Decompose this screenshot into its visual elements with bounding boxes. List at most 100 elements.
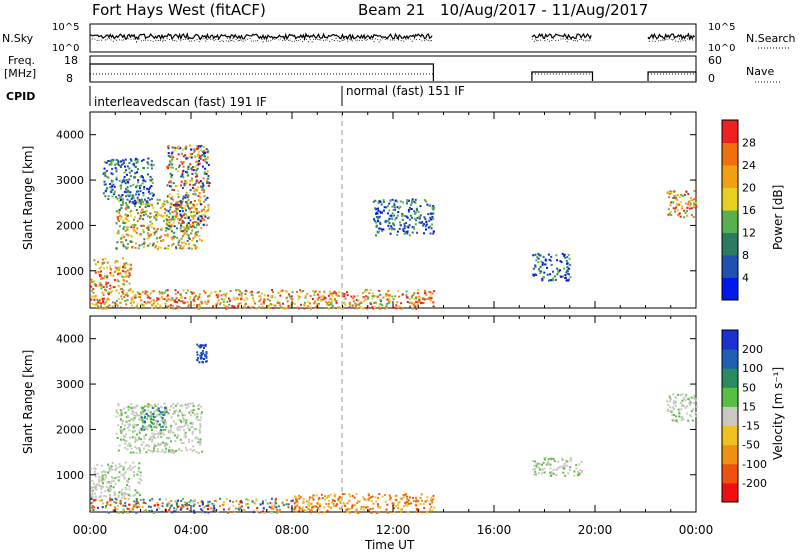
power-cell — [405, 215, 408, 218]
power-cell — [199, 201, 202, 204]
power-cell — [143, 241, 146, 244]
power-cell — [366, 297, 369, 300]
power-cell — [103, 183, 106, 186]
velocity-cell — [118, 476, 121, 478]
power-cell — [207, 207, 210, 210]
power-cell — [371, 295, 374, 298]
velocity-cell — [124, 424, 127, 427]
velocity-cell — [154, 419, 157, 422]
velocity-cell — [101, 502, 104, 505]
velocity-cell — [136, 433, 139, 436]
velocity-cell — [94, 484, 97, 487]
velocity-cell — [167, 412, 170, 415]
power-cell — [244, 293, 247, 295]
power-cell — [282, 302, 284, 305]
power-cell — [550, 255, 553, 258]
velocity-cell — [173, 412, 176, 415]
power-cell — [214, 303, 217, 306]
power-cell — [166, 233, 169, 236]
velocity-cell — [162, 441, 164, 444]
velocity-cell — [179, 425, 182, 428]
velocity-cell — [105, 485, 108, 488]
power-cell — [192, 221, 194, 224]
power-cell — [124, 273, 127, 276]
velocity-cell — [315, 494, 318, 497]
power-cell — [112, 286, 115, 289]
power-cell — [169, 220, 172, 222]
velocity-cell — [120, 411, 123, 414]
power-cell — [405, 294, 408, 297]
power-cell — [372, 200, 375, 203]
power-cell — [154, 244, 157, 247]
power-cell — [137, 201, 140, 204]
velocity-cell — [142, 441, 145, 444]
power-cell — [115, 260, 118, 263]
power-cell — [140, 198, 143, 201]
power-cell — [400, 302, 403, 305]
power-cell — [139, 216, 142, 219]
power-cell — [201, 150, 204, 153]
power-cell — [179, 218, 182, 220]
power-cell — [309, 302, 311, 305]
power-cell — [208, 294, 211, 297]
power-cell — [158, 236, 161, 239]
velocity-cell — [156, 502, 159, 504]
velocity-cell — [207, 500, 210, 503]
velocity-cell — [153, 445, 156, 448]
velocity-cell — [419, 503, 422, 506]
power-cell — [690, 214, 693, 216]
velocity-cell — [393, 511, 396, 514]
power-cell — [424, 218, 427, 220]
power-cell — [190, 291, 193, 293]
power-cell — [393, 224, 396, 227]
power-cell — [207, 299, 210, 302]
velocity-cell — [201, 503, 204, 506]
velocity-cell — [91, 486, 94, 488]
power-cell — [178, 239, 181, 242]
velocity-cell — [199, 426, 202, 428]
power-cell — [382, 296, 385, 299]
velocity-cell — [315, 505, 318, 508]
power-cell — [244, 303, 247, 306]
power-cell — [403, 225, 406, 227]
power-cell — [195, 208, 198, 211]
velocity-cell — [133, 465, 136, 468]
velocity-cell — [90, 498, 93, 500]
power-cell — [131, 224, 134, 226]
power-cell — [418, 221, 421, 224]
power-cell — [196, 179, 199, 182]
velocity-cell — [94, 492, 96, 495]
power-cell — [546, 273, 549, 276]
power-cell — [186, 228, 189, 231]
power-cell — [377, 216, 380, 219]
velocity-cell — [682, 418, 685, 421]
velocity-cell — [181, 425, 184, 428]
velocity-cell — [163, 433, 165, 436]
power-cell — [121, 180, 124, 182]
power-cell — [239, 307, 241, 310]
power-cell — [132, 183, 135, 186]
velocity-cell — [333, 505, 335, 508]
power-cell — [182, 155, 185, 158]
power-cell — [166, 184, 169, 187]
power-cell — [158, 290, 161, 293]
velocity-cell — [159, 444, 162, 446]
power-cell — [148, 192, 151, 195]
power-cell — [134, 230, 137, 233]
power-cell — [695, 202, 698, 204]
velocity-cell — [182, 442, 185, 445]
velocity-cell — [110, 485, 112, 488]
power-cell — [122, 266, 124, 268]
power-cell — [271, 289, 273, 291]
velocity-cell — [430, 499, 433, 502]
power-cell — [165, 289, 168, 292]
velocity-cell — [681, 393, 684, 396]
power-cell — [376, 212, 379, 215]
power-cell — [364, 298, 367, 301]
power-cell — [169, 228, 172, 230]
velocity-cell — [176, 427, 179, 430]
power-cell — [115, 169, 118, 172]
velocity-cell — [114, 464, 117, 467]
power-cell — [168, 307, 170, 310]
power-cell — [394, 199, 397, 202]
